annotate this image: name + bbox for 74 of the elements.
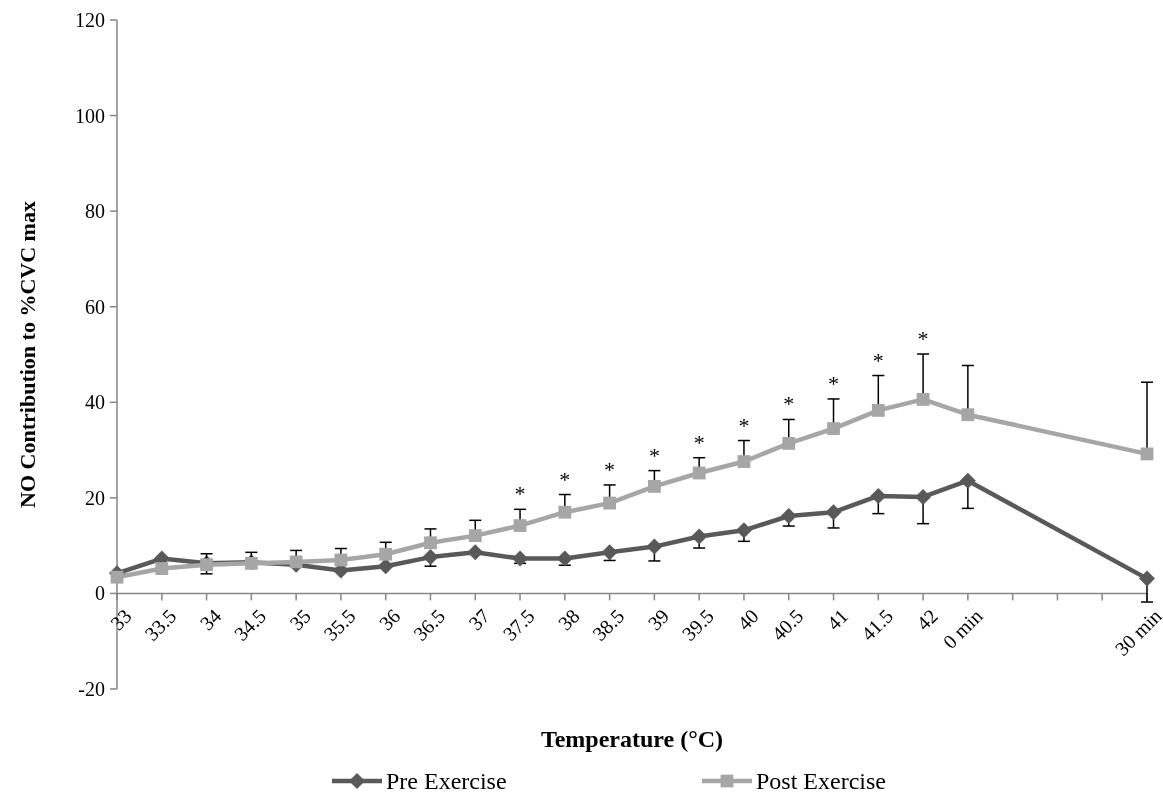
- y-tick-label: 80: [85, 200, 105, 223]
- x-tick-label: 35: [285, 604, 315, 635]
- point: [692, 466, 706, 480]
- y-tick-label: 60: [85, 295, 105, 318]
- annotation: *: [783, 391, 795, 417]
- legend-label: Pre Exercise: [386, 768, 507, 795]
- y-tick-label: 120: [75, 9, 105, 31]
- annotation: *: [648, 442, 660, 468]
- x-tick-label: 38: [553, 604, 584, 635]
- x-tick-label: 34.5: [229, 604, 271, 645]
- x-tick-label: 39.5: [677, 604, 718, 645]
- point: [870, 487, 887, 504]
- annotation: *: [872, 347, 884, 373]
- point: [871, 404, 885, 417]
- y-tick-label: 100: [75, 104, 105, 127]
- point: [603, 496, 617, 510]
- point: [916, 393, 930, 406]
- point: [377, 558, 394, 575]
- point: [558, 505, 572, 519]
- point: [691, 528, 708, 545]
- x-tick-label: 40.5: [767, 604, 808, 645]
- y-tick-label: 20: [85, 486, 105, 509]
- annotation: *: [738, 412, 750, 438]
- point: [424, 536, 437, 550]
- y-tick-label: 40: [85, 391, 105, 414]
- point: [422, 549, 439, 566]
- point: [825, 504, 842, 521]
- annotation: *: [693, 429, 705, 455]
- x-tick-label: 33.5: [140, 604, 181, 645]
- point: [647, 479, 661, 493]
- y-tick-label: 0: [95, 582, 105, 605]
- x-tick-label: 41.5: [856, 604, 898, 645]
- x-tick-label: 33: [106, 604, 136, 635]
- x-axis-title: Temperature (°C): [540, 726, 724, 752]
- point: [110, 570, 124, 584]
- point: [737, 455, 751, 468]
- point: [782, 436, 796, 450]
- x-tick-label: 36.5: [408, 604, 450, 645]
- legend-label: Post Exercise: [756, 768, 886, 795]
- y-axis-title: NO Contribution to %CVC max: [15, 201, 40, 508]
- point: [556, 550, 573, 567]
- point: [379, 547, 393, 561]
- annotation: *: [917, 326, 929, 352]
- annotation: *: [559, 466, 571, 492]
- y-tick-label: -20: [78, 678, 105, 700]
- x-tick-label: 36: [374, 604, 405, 635]
- point: [646, 538, 663, 555]
- annotation: *: [604, 456, 616, 482]
- x-tick-label: 34: [195, 604, 226, 635]
- point: [735, 522, 752, 539]
- point: [601, 544, 618, 561]
- x-tick-label: 39: [643, 604, 674, 635]
- point: [512, 550, 529, 567]
- annotation: *: [828, 370, 840, 396]
- x-tick-label: 37.5: [498, 604, 539, 645]
- x-tick-label: 37: [464, 604, 494, 635]
- point: [1140, 447, 1154, 461]
- x-tick-label: 38.5: [588, 604, 629, 645]
- point: [513, 519, 527, 532]
- point: [289, 555, 303, 569]
- point: [827, 422, 840, 435]
- x-tick-label: 35.5: [319, 604, 360, 645]
- point: [780, 508, 797, 525]
- point: [155, 562, 169, 575]
- point: [961, 408, 975, 422]
- point: [1139, 570, 1155, 587]
- annotation: *: [514, 481, 526, 507]
- point: [915, 488, 932, 505]
- point: [959, 472, 976, 489]
- x-tick-label: 41: [822, 604, 853, 635]
- x-tick-label: 40: [732, 604, 763, 635]
- point: [467, 544, 484, 561]
- x-tick-label: 30 min: [1110, 604, 1163, 660]
- point: [468, 529, 482, 543]
